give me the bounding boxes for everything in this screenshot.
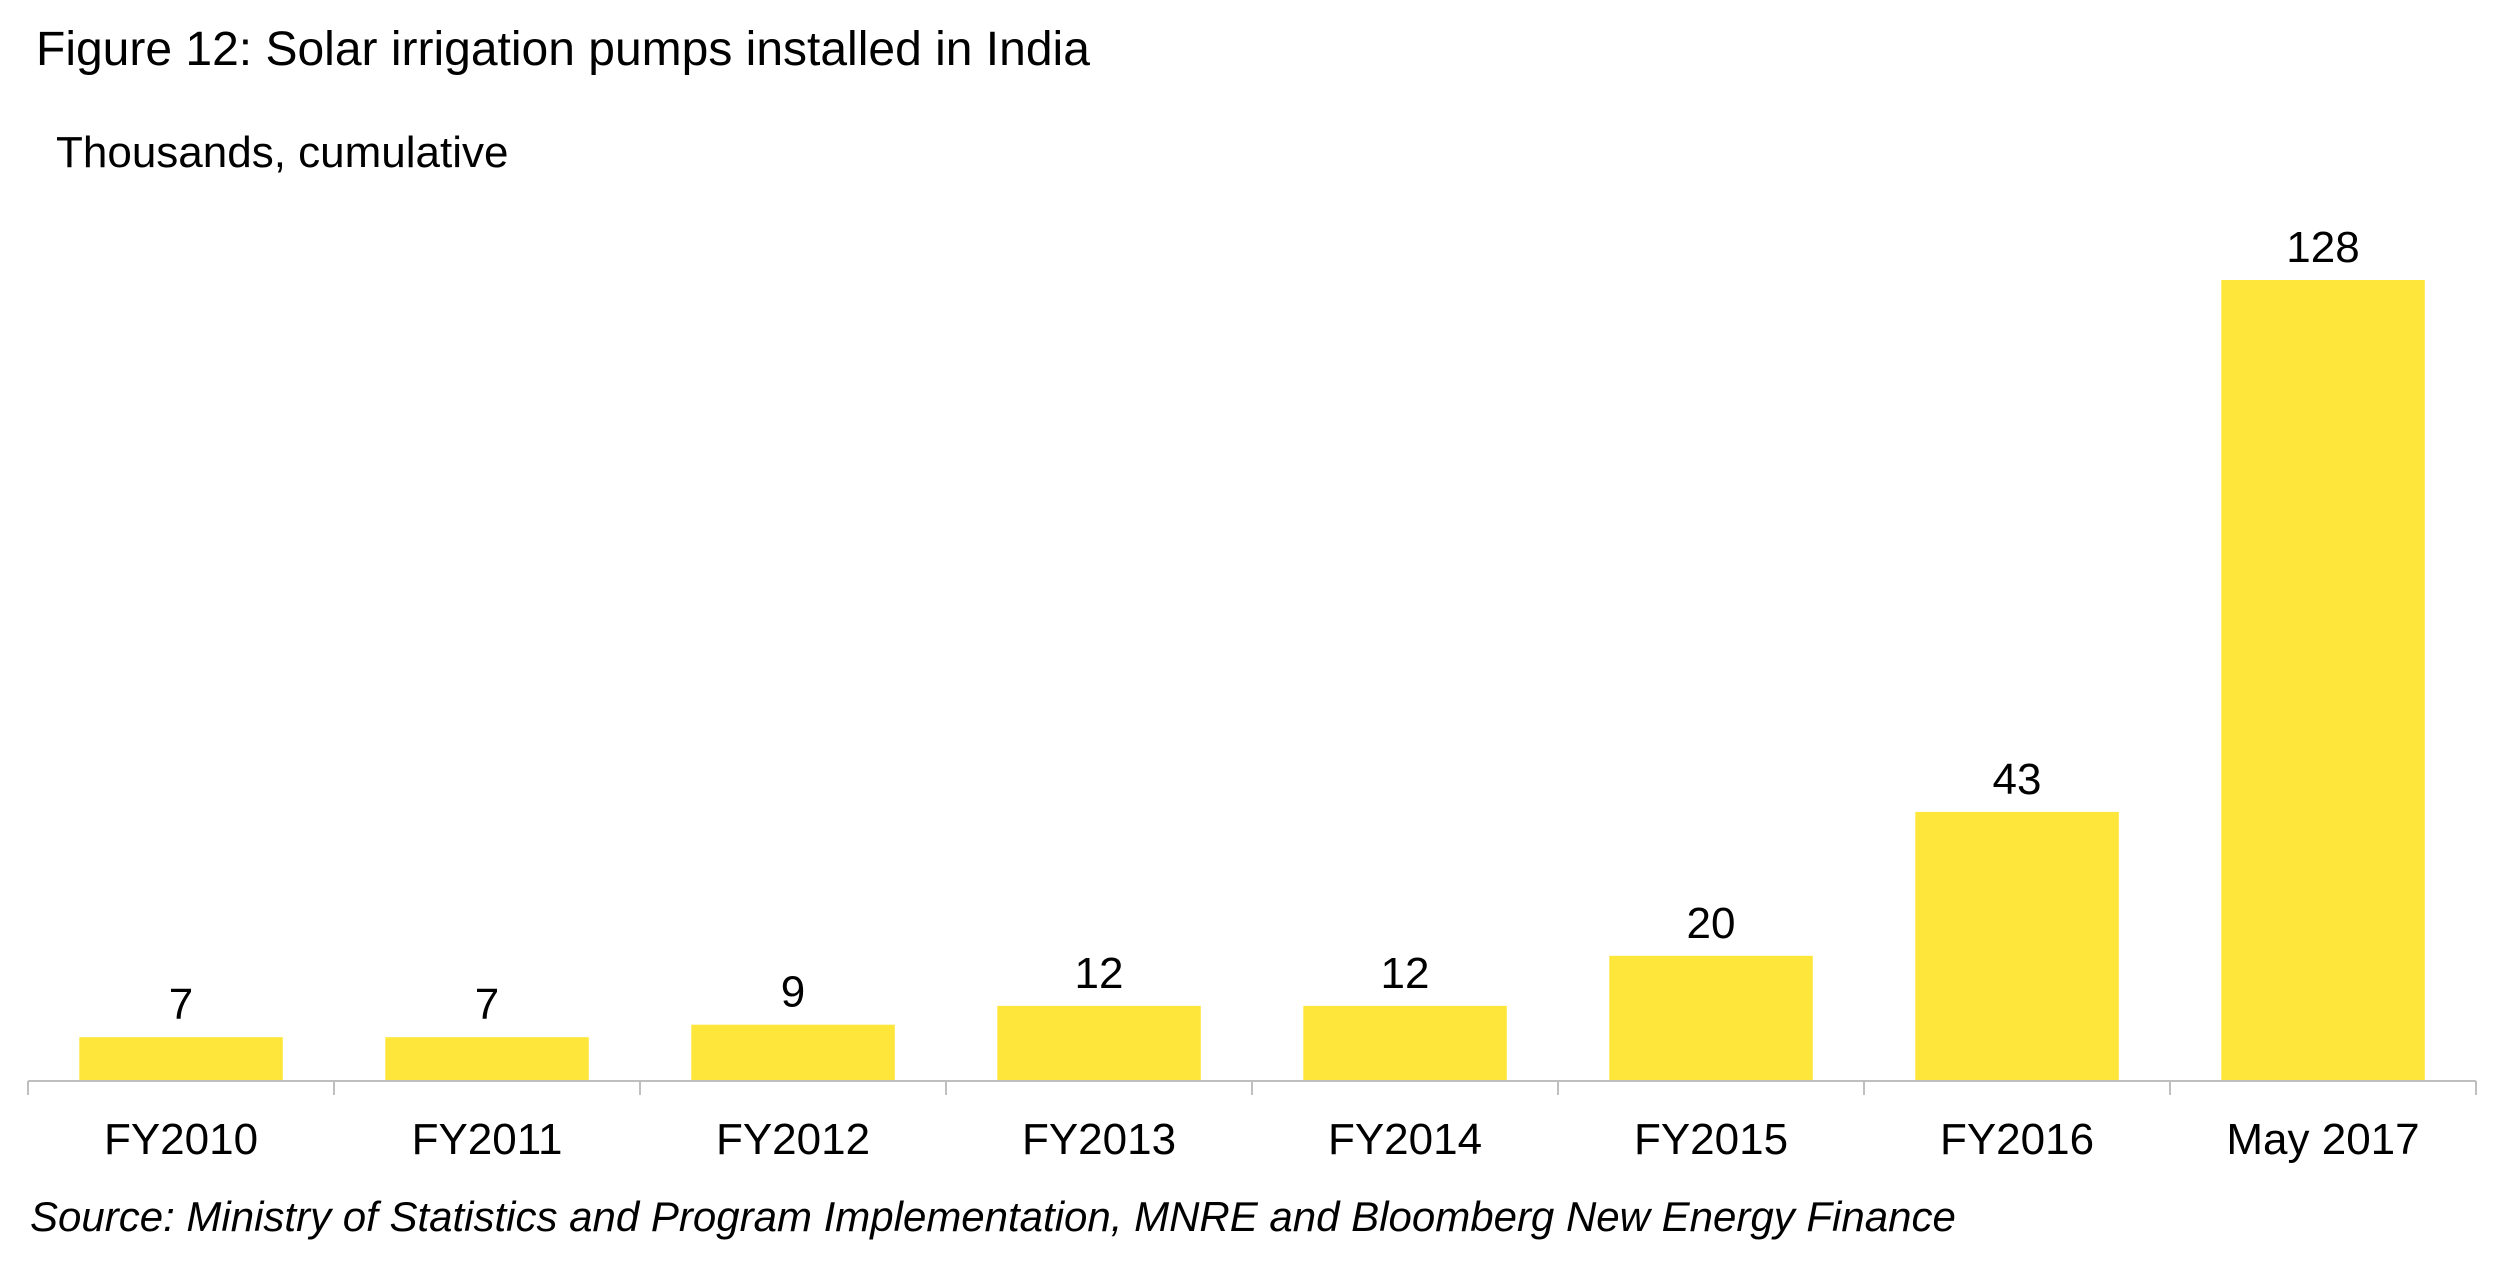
- x-tick-label: FY2011: [412, 1115, 563, 1164]
- data-label: 12: [1381, 949, 1430, 998]
- x-tick-label: FY2014: [1328, 1115, 1482, 1164]
- data-label: 7: [475, 980, 499, 1029]
- x-tick-labels: FY2010 FY2011 FY2012 FY2013 FY2014 FY2015 FY20…: [104, 1115, 2420, 1164]
- bar-fy2011: [385, 1037, 589, 1081]
- bar-fy2014: [1303, 1005, 1507, 1081]
- x-tick-label: FY2013: [1022, 1115, 1176, 1164]
- bar-fy2013: [997, 1005, 1201, 1081]
- data-label: 43: [1993, 755, 2042, 804]
- bar-fy2015: [1609, 955, 1813, 1081]
- x-tick-label: FY2016: [1940, 1115, 2094, 1164]
- chart-title: Figure 12: Solar irrigation pumps instal…: [36, 23, 1090, 76]
- data-label: 128: [2286, 223, 2359, 272]
- data-label: 20: [1687, 899, 1736, 948]
- data-label: 7: [169, 980, 193, 1029]
- bar-fy2012: [691, 1024, 895, 1081]
- x-axis: [27, 1080, 2477, 1095]
- x-tick-label: FY2015: [1634, 1115, 1788, 1164]
- bar-may-2017: [2221, 280, 2425, 1081]
- bars: [79, 280, 2425, 1081]
- data-label: 9: [781, 968, 805, 1017]
- x-tick-label: FY2010: [104, 1115, 258, 1164]
- chart-subtitle: Thousands, cumulative: [56, 128, 509, 177]
- x-tick-label: May 2017: [2226, 1115, 2419, 1164]
- source-note: Source: Ministry of Statistics and Progr…: [30, 1193, 1956, 1240]
- bar-fy2010: [79, 1037, 283, 1081]
- x-tick-label: FY2012: [716, 1115, 870, 1164]
- data-labels: 7 7 9 12 12 20 43 128: [169, 223, 2360, 1029]
- bar-fy2016: [1915, 811, 2119, 1081]
- data-label: 12: [1075, 949, 1124, 998]
